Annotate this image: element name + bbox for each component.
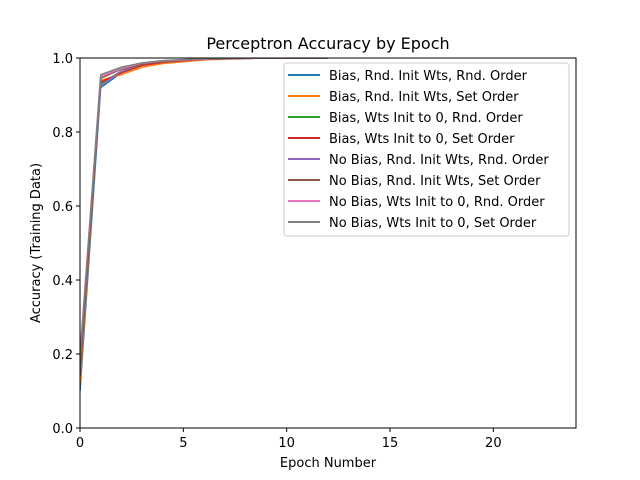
chart-title: Perceptron Accuracy by Epoch <box>206 34 449 53</box>
x-tick-label: 5 <box>179 436 187 451</box>
x-axis-title: Epoch Number <box>280 456 377 471</box>
y-tick-label: 1.0 <box>52 52 73 67</box>
series-line-8 <box>80 58 328 358</box>
legend-label: Bias, Rnd. Init Wts, Set Order <box>329 90 519 105</box>
y-tick-label: 0.2 <box>52 348 73 363</box>
y-tick-label: 0.0 <box>52 422 73 437</box>
legend: Bias, Rnd. Init Wts, Rnd. Order Bias, Rnd… <box>283 62 570 237</box>
legend-label: No Bias, Wts Init to 0, Set Order <box>329 216 537 231</box>
x-axis: 0 5 10 15 20 <box>76 428 502 451</box>
legend-label: Bias, Wts Init to 0, Set Order <box>329 132 515 147</box>
legend-label: No Bias, Rnd. Init Wts, Rnd. Order <box>329 153 549 168</box>
legend-label: No Bias, Wts Init to 0, Rnd. Order <box>329 195 545 210</box>
y-tick-label: 0.8 <box>52 126 73 141</box>
legend-label: Bias, Wts Init to 0, Rnd. Order <box>329 111 523 126</box>
x-tick-label: 20 <box>485 436 502 451</box>
series-lines <box>80 58 328 392</box>
plot-frame <box>79 57 577 429</box>
x-tick-label: 10 <box>278 436 295 451</box>
legend-label: Bias, Rnd. Init Wts, Rnd. Order <box>329 69 528 84</box>
x-tick-label: 15 <box>382 436 399 451</box>
legend-label: No Bias, Rnd. Init Wts, Set Order <box>329 174 541 189</box>
legend-box <box>283 62 570 237</box>
y-axis-title: Accuracy (Training Data) <box>29 163 44 323</box>
y-axis: 0.0 0.2 0.4 0.6 0.8 1.0 <box>52 52 80 437</box>
x-tick-label: 0 <box>76 436 84 451</box>
y-tick-label: 0.6 <box>52 200 73 215</box>
y-tick-label: 0.4 <box>52 274 73 289</box>
